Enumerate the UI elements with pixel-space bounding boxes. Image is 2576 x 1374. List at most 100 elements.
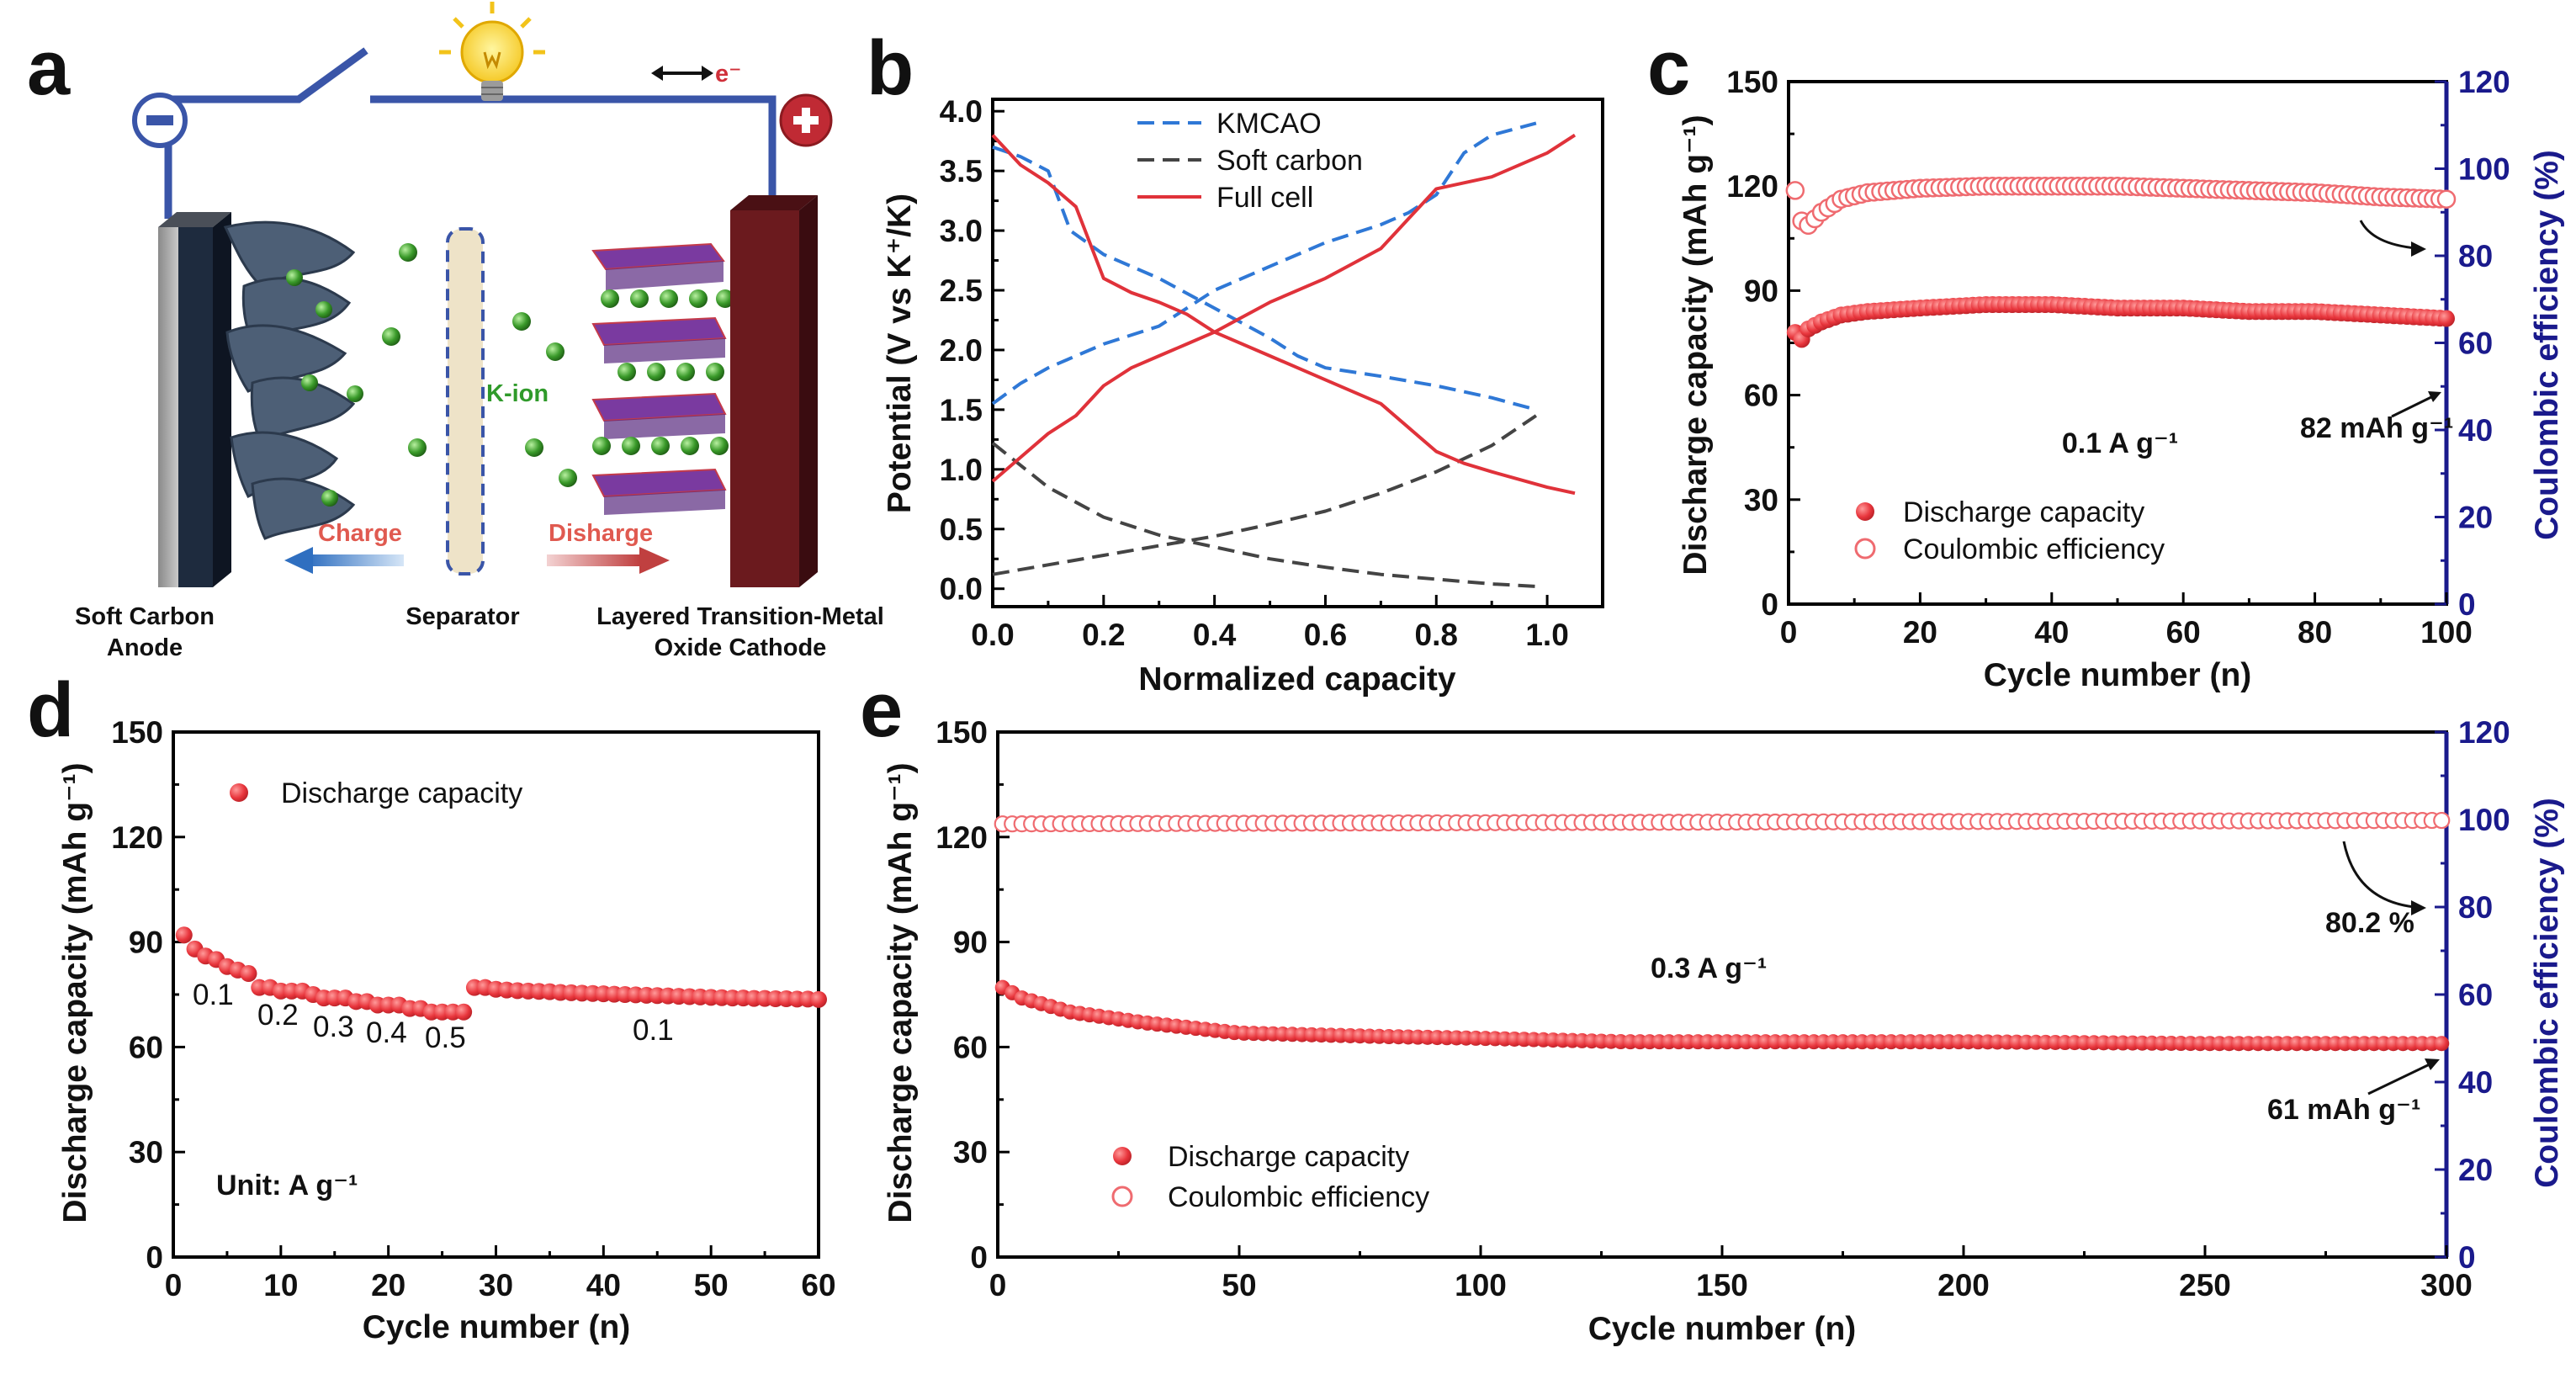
y-axis-title: Potential (V vs K⁺/K) [882, 194, 918, 513]
legend-item-ce: Coulombic efficiency [1168, 1181, 1429, 1213]
ce-annotation-arrowhead [2411, 900, 2426, 915]
y2-tick-label: 0 [2458, 587, 2476, 622]
x-tick-label: 10 [263, 1268, 298, 1302]
y-tick-label: 2.0 [940, 333, 983, 368]
x-tick-label: 0 [1780, 615, 1798, 650]
x-tick-label: 0.6 [1304, 618, 1347, 652]
y-tick-label: 3.0 [940, 214, 983, 248]
legend-item-kmcao: KMCAO [1216, 108, 1322, 140]
legend: KMCAO Soft carbon Full cell [1137, 108, 1363, 214]
y-tick-label: 4.0 [940, 94, 983, 129]
capacity-annotation-arrow [2367, 1062, 2432, 1095]
ce-point [2433, 811, 2451, 830]
y-tick-label: 150 [936, 715, 988, 750]
circuit-wire-right [370, 95, 777, 215]
y2-tick-label: 80 [2458, 890, 2493, 925]
y-tick-label: 1.0 [940, 453, 983, 487]
legend-item-ce: Coulombic efficiency [1903, 533, 2165, 565]
legend-item-capacity: Discharge capacity [1903, 496, 2144, 528]
y-tick-label: 120 [111, 820, 163, 855]
x-tick-label: 40 [586, 1268, 621, 1302]
rate-label: 0.5 [425, 1021, 466, 1054]
x-axis-title: Cycle number (n) [1588, 1311, 1857, 1347]
y-axis-title: Discharge capacity (mAh g⁻¹) [1678, 114, 1714, 575]
capacity-point [455, 1003, 473, 1021]
capacity-point [2438, 310, 2455, 327]
cathode-electrode [730, 195, 818, 587]
capacity-point [175, 926, 193, 944]
y2-tick-label: 120 [2458, 715, 2510, 750]
x-tick-label: 100 [1455, 1268, 1507, 1302]
y2-axis-title: Coulombic efficiency (%) [2529, 150, 2565, 540]
panel-label-b: b [867, 25, 914, 111]
y-tick-label: 0.0 [940, 572, 983, 607]
x-tick-label: 20 [1903, 615, 1937, 650]
cathode-caption-line1: Layered Transition-Metal [596, 603, 884, 630]
ce-annotation-arrow [2359, 220, 2417, 250]
k-ion-label: K-ion [486, 380, 549, 407]
legend-marker-capacity [1856, 502, 1874, 521]
chart-e: 0 50 100 150 200 250 3000306090120150020406080… [883, 715, 2565, 1347]
separator [446, 227, 485, 576]
y-tick-label: 60 [129, 1030, 163, 1064]
series-line-kmcao [992, 145, 1537, 411]
x-tick-label: 40 [2034, 615, 2069, 650]
legend-marker-ce [1111, 1186, 1133, 1207]
negative-terminal-icon [132, 93, 188, 148]
series-line-full-cell [991, 133, 1577, 483]
legend-item-capacity: Discharge capacity [281, 777, 522, 809]
plot-frame [991, 98, 1604, 608]
charge-arrow-icon [284, 547, 404, 574]
legend: Discharge capacity Coulombic efficiency [1854, 496, 2165, 565]
legend-item-capacity: Discharge capacity [1168, 1141, 1409, 1173]
x-tick-label: 300 [2420, 1268, 2473, 1302]
k-ion [546, 342, 564, 361]
capacity-end-annotation: 61 mAh g⁻¹ [2267, 1094, 2420, 1126]
rate-annotation: 0.1 A g⁻¹ [2062, 427, 2178, 459]
layered-oxide-cathode-layers [591, 242, 734, 515]
y-tick-label: 30 [129, 1135, 163, 1170]
series-line-kmcao [991, 121, 1537, 406]
anode-caption-line2: Anode [107, 634, 183, 661]
x-tick-label: 80 [2298, 615, 2332, 650]
k-ion [525, 438, 543, 457]
y-axis-title: Discharge capacity (mAh g⁻¹) [57, 762, 93, 1223]
y-tick-label: 90 [953, 926, 988, 960]
k-ion [408, 438, 427, 457]
x-tick-label: 60 [2166, 615, 2201, 650]
y-tick-label: 150 [111, 715, 163, 750]
x-tick-label: 150 [1696, 1268, 1748, 1302]
y2-tick-label: 60 [2458, 978, 2493, 1012]
y2-tick-label: 80 [2458, 239, 2493, 273]
y2-tick-label: 40 [2458, 413, 2493, 448]
discharge-arrow-icon [547, 547, 670, 574]
y-tick-label: 120 [1726, 169, 1778, 204]
series-line-full-cell [991, 134, 1576, 496]
panel-label-a: a [27, 25, 71, 111]
anode-electrode [158, 212, 231, 587]
x-tick-label: 0 [165, 1268, 183, 1302]
anode-caption-line1: Soft Carbon [75, 603, 215, 630]
k-ion [286, 269, 303, 286]
capacity-end-annotation: 82 mAh g⁻¹ [2300, 412, 2453, 444]
y-tick-label: 90 [1744, 273, 1778, 308]
y-tick-label: 0 [146, 1240, 163, 1275]
electron-flow-icon [651, 66, 713, 81]
legend: Discharge capacity Coulombic efficiency [1111, 1141, 1429, 1213]
x-tick-label: 50 [1222, 1268, 1256, 1302]
x-tick-label: 30 [479, 1268, 513, 1302]
panel-label-d: d [27, 667, 74, 753]
y2-tick-label: 20 [2458, 501, 2493, 535]
y2-tick-label: 20 [2458, 1153, 2493, 1187]
y2-axis-title: Coulombic efficiency (%) [2529, 798, 2565, 1188]
ce-point [2436, 189, 2457, 209]
retention-annotation: 80.2 % [2325, 907, 2414, 939]
rate-label: 0.4 [366, 1016, 407, 1049]
x-tick-label: 1.0 [1525, 618, 1568, 652]
k-ion [512, 312, 531, 331]
y-tick-label: 0 [970, 1240, 988, 1275]
y-tick-label: 3.5 [940, 154, 983, 188]
x-tick-label: 60 [801, 1268, 835, 1302]
ce-annotation-arrowhead [2411, 241, 2426, 257]
x-axis-title: Cycle number (n) [1984, 657, 2252, 693]
